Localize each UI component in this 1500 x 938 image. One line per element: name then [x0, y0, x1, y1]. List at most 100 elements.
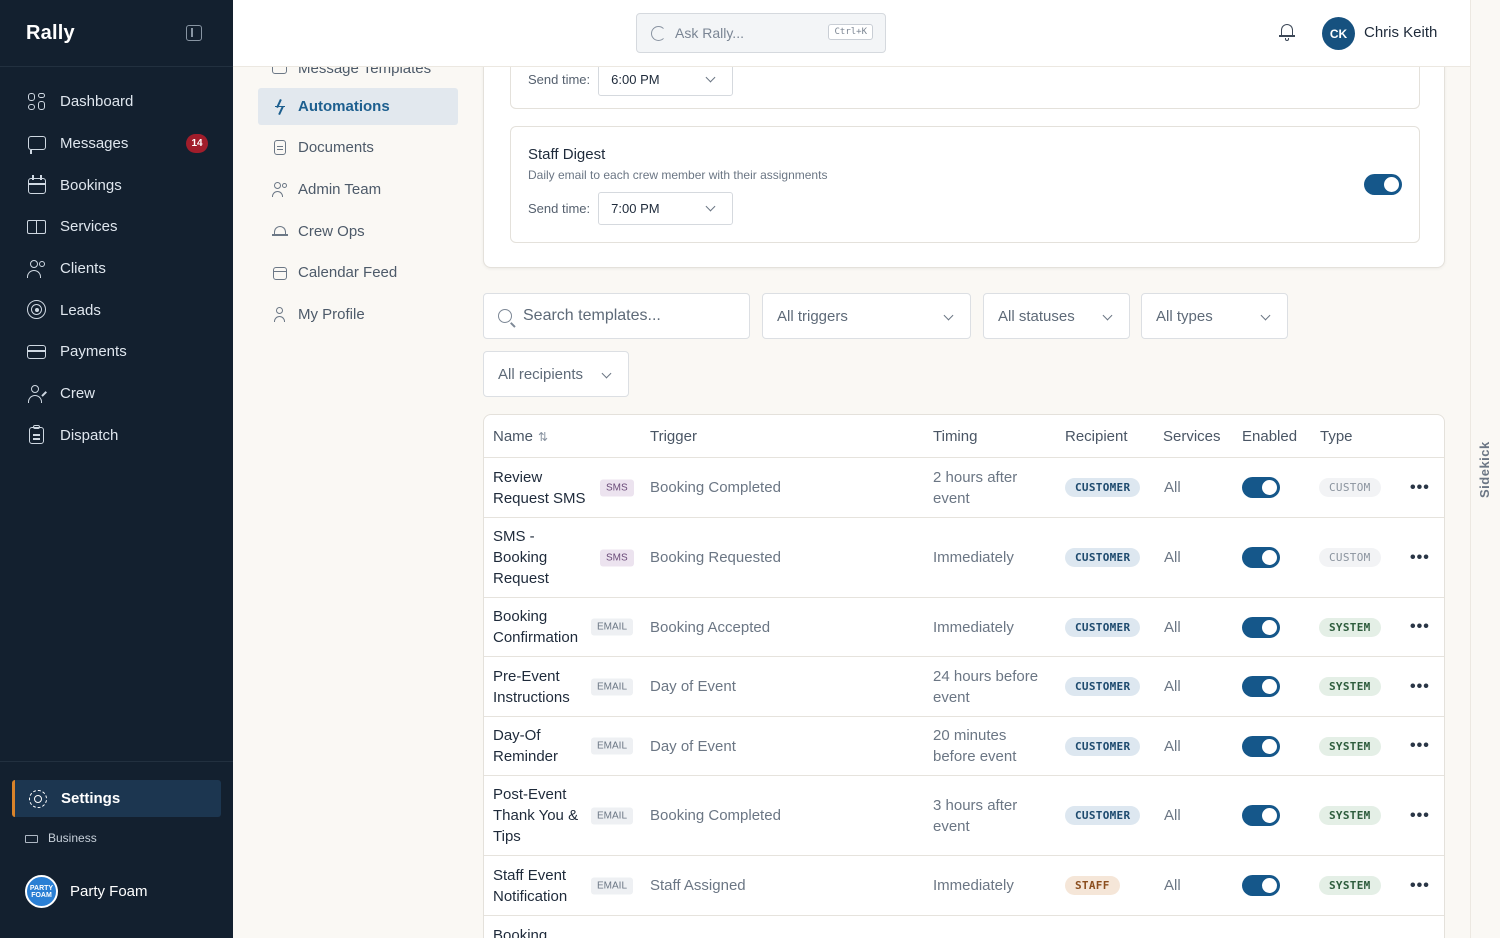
chevron-down-icon: [1102, 310, 1113, 321]
sidebar-item-settings[interactable]: Settings: [12, 780, 221, 817]
bell-icon[interactable]: [1278, 22, 1296, 42]
send-time-value: 6:00 PM: [611, 72, 660, 87]
table-row[interactable]: Booking Confirmation EMAIL Booking Accep…: [484, 598, 1444, 657]
table-row[interactable]: Review Request SMS SMS Booking Completed…: [484, 458, 1444, 518]
trigger-cell: Day of Event: [650, 678, 736, 695]
trigger-filter[interactable]: All triggers: [762, 293, 971, 339]
table-row[interactable]: Booking: [484, 916, 1444, 938]
clipboard-icon: [27, 425, 47, 445]
channel-tag: SMS: [600, 479, 634, 496]
chevron-down-icon: [601, 368, 612, 379]
business-link[interactable]: Business: [0, 831, 233, 845]
type-cell: CUSTOM: [1319, 518, 1381, 597]
user-name[interactable]: Chris Keith: [1364, 24, 1438, 41]
sidebar-item-label: Leads: [60, 301, 101, 319]
users-icon: [272, 181, 288, 198]
chevron-down-icon: [943, 310, 954, 321]
timing-cell: 2 hours after event: [933, 468, 1018, 507]
sidebar-item-payments[interactable]: Payments: [0, 331, 233, 373]
shortcut-hint: Ctrl+K: [828, 24, 873, 40]
enabled-toggle[interactable]: [1242, 676, 1280, 697]
sidebar-item-clients[interactable]: Clients: [0, 248, 233, 290]
enabled-toggle[interactable]: [1242, 547, 1280, 568]
ask-rally-search[interactable]: Ask Rally... Ctrl+K: [636, 13, 886, 53]
message-icon: [27, 134, 47, 154]
services-cell: All: [1164, 549, 1181, 566]
enabled-toggle[interactable]: [1242, 477, 1280, 498]
subnav-label: My Profile: [298, 306, 365, 324]
sidekick-label[interactable]: Sidekick: [1477, 441, 1492, 498]
services-cell: All: [1164, 479, 1181, 496]
subnav-item-automations[interactable]: Automations: [258, 88, 458, 125]
sidebar-item-messages[interactable]: Messages 14: [0, 123, 233, 165]
table-row[interactable]: Staff Event Notification EMAIL Staff Ass…: [484, 856, 1444, 916]
recipient-filter[interactable]: All recipients: [483, 351, 629, 397]
sidebar-item-label: Messages: [60, 135, 129, 153]
sidebar-item-dashboard[interactable]: Dashboard: [0, 81, 233, 123]
app-logo: Rally: [26, 21, 75, 44]
sparkle-icon: [651, 25, 666, 41]
staff-digest-toggle[interactable]: [1364, 174, 1402, 195]
send-time-select[interactable]: 7:00 PM: [598, 192, 734, 225]
subnav-label: Crew Ops: [298, 222, 365, 240]
sidekick-rail[interactable]: Sidekick: [1470, 0, 1500, 938]
type-cell: SYSTEM: [1319, 776, 1381, 855]
org-name: Party Foam: [70, 883, 148, 900]
enabled-toggle[interactable]: [1242, 875, 1280, 896]
column-header-name[interactable]: Name ⇅: [493, 415, 548, 458]
template-name: Booking Confirmation: [493, 608, 579, 646]
more-actions-icon[interactable]: •••: [1410, 876, 1430, 894]
more-actions-icon[interactable]: •••: [1410, 548, 1430, 566]
type-filter[interactable]: All types: [1141, 293, 1288, 339]
template-name: Review Request SMS: [493, 468, 586, 507]
sidebar-item-label: Dashboard: [60, 93, 134, 111]
services-cell: All: [1164, 877, 1181, 894]
sidebar-item-dispatch[interactable]: Dispatch: [0, 415, 233, 457]
subnav-label: Documents: [298, 139, 374, 157]
sidebar-item-crew[interactable]: Crew: [0, 373, 233, 415]
more-actions-icon[interactable]: •••: [1410, 677, 1430, 695]
type-badge: SYSTEM: [1319, 677, 1381, 696]
enabled-cell: [1242, 776, 1280, 855]
settings-label: Settings: [61, 790, 121, 807]
trigger-cell: Booking Completed: [650, 479, 781, 496]
recipient-badge: CUSTOMER: [1065, 736, 1141, 756]
settings-subnav: Message Templates Automations Documents …: [258, 50, 458, 335]
table-row[interactable]: Post-Event Thank You & Tips EMAIL Bookin…: [484, 776, 1444, 856]
subnav-item-documents[interactable]: Documents: [258, 127, 458, 169]
more-actions-icon[interactable]: •••: [1410, 806, 1430, 824]
sidebar-item-bookings[interactable]: Bookings: [0, 164, 233, 206]
organization-switcher[interactable]: PARTY FOAM Party Foam: [0, 875, 233, 908]
template-name: Day-Of Reminder: [493, 727, 559, 765]
enabled-toggle[interactable]: [1242, 735, 1280, 757]
trigger-filter-value: All triggers: [777, 307, 848, 325]
subnav-item-calendar-feed[interactable]: Calendar Feed: [258, 252, 458, 294]
column-header-recipient: Recipient: [1065, 428, 1128, 445]
main-nav: Dashboard Messages 14 Bookings S: [0, 81, 233, 456]
type-cell: SYSTEM: [1319, 856, 1381, 915]
table-row[interactable]: SMS - Booking Request SMS Booking Reques…: [484, 518, 1444, 598]
table-row[interactable]: Day-Of Reminder EMAIL Day of Event 20 mi…: [484, 717, 1444, 776]
sidebar-item-services[interactable]: Services: [0, 206, 233, 248]
enabled-toggle[interactable]: [1242, 616, 1280, 638]
timing-cell: 3 hours after event: [933, 796, 1018, 835]
type-cell: SYSTEM: [1319, 657, 1381, 716]
template-search-input[interactable]: Search templates...: [483, 293, 750, 339]
more-actions-icon[interactable]: •••: [1410, 618, 1430, 635]
calendar-icon: [272, 265, 288, 281]
table-row[interactable]: Pre-Event Instructions EMAIL Day of Even…: [484, 657, 1444, 717]
subnav-item-admin-team[interactable]: Admin Team: [258, 169, 458, 211]
subnav-item-crew-ops[interactable]: Crew Ops: [258, 210, 458, 252]
recipient-badge: CUSTOMER: [1065, 478, 1141, 497]
subnav-item-my-profile[interactable]: My Profile: [258, 294, 458, 336]
enabled-toggle[interactable]: [1242, 805, 1280, 826]
avatar[interactable]: CK: [1322, 17, 1355, 50]
sidebar-collapse-icon[interactable]: [186, 25, 202, 41]
status-filter[interactable]: All statuses: [983, 293, 1130, 339]
type-cell: CUSTOM: [1319, 458, 1381, 517]
send-time-select[interactable]: 6:00 PM: [598, 63, 734, 96]
more-actions-icon[interactable]: •••: [1410, 478, 1430, 496]
more-actions-icon[interactable]: •••: [1410, 737, 1430, 754]
sort-icon[interactable]: ⇅: [538, 429, 549, 444]
sidebar-item-leads[interactable]: Leads: [0, 289, 233, 331]
